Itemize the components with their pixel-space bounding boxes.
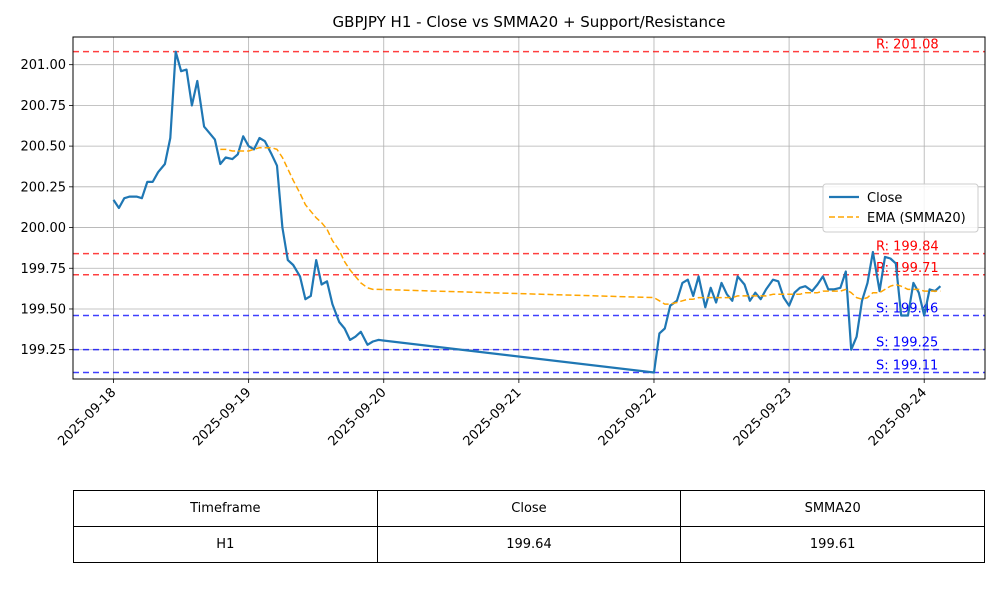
x-tick-label: 2025-09-19 bbox=[190, 385, 254, 449]
close-series-line bbox=[112, 50, 942, 374]
x-tick-label: 2025-09-18 bbox=[55, 385, 119, 449]
y-tick-label: 200.00 bbox=[21, 221, 67, 236]
y-tick-label: 199.75 bbox=[21, 262, 67, 277]
plot-frame bbox=[72, 36, 986, 380]
header-close: Close bbox=[376, 490, 682, 527]
y-tick-label: 200.25 bbox=[21, 180, 67, 195]
chart: GBPJPY H1 - Close vs SMMA20 + Support/Re… bbox=[21, 13, 986, 449]
table-header-row: Timeframe Close SMMA20 bbox=[73, 490, 985, 527]
x-axis: 2025-09-18 2025-09-19 2025-09-20 2025-09-21… bbox=[55, 379, 930, 449]
legend-close-label: Close bbox=[867, 191, 902, 206]
header-smma20: SMMA20 bbox=[680, 490, 985, 527]
support-resistance-levels: R: 201.08R: 199.84R: 199.71S: 199.46S: 1… bbox=[73, 38, 985, 373]
x-tick-label: 2025-09-21 bbox=[461, 385, 525, 449]
header-timeframe: Timeframe bbox=[73, 490, 378, 527]
legend: Close EMA (SMMA20) bbox=[822, 183, 979, 233]
series-lines bbox=[112, 50, 942, 374]
chart-title: GBPJPY H1 - Close vs SMMA20 + Support/Re… bbox=[333, 13, 726, 31]
x-tick-label: 2025-09-24 bbox=[866, 385, 930, 449]
table-row: H1 199.64 199.61 bbox=[73, 526, 985, 563]
y-tick-label: 200.50 bbox=[21, 140, 67, 155]
support-label: S: 199.25 bbox=[876, 336, 938, 351]
y-axis: 199.25 199.50 199.75 200.00 200.25 200.50 200.… bbox=[21, 58, 73, 358]
x-tick-label: 2025-09-23 bbox=[731, 385, 795, 449]
resistance-label: R: 201.08 bbox=[876, 38, 939, 53]
resistance-label: R: 199.71 bbox=[876, 261, 939, 276]
x-tick-label: 2025-09-22 bbox=[596, 385, 660, 449]
x-tick-label: 2025-09-20 bbox=[326, 385, 390, 449]
y-tick-label: 201.00 bbox=[21, 58, 67, 73]
cell-timeframe: H1 bbox=[73, 526, 378, 563]
legend-box bbox=[822, 183, 979, 233]
smma20-series-line bbox=[220, 146, 941, 305]
y-tick-label: 199.25 bbox=[21, 343, 67, 358]
summary-table: Timeframe Close SMMA20 H1 199.64 199.61 bbox=[73, 490, 985, 563]
y-tick-label: 200.75 bbox=[21, 99, 67, 114]
cell-close: 199.64 bbox=[376, 526, 682, 563]
y-tick-label: 199.50 bbox=[21, 302, 67, 317]
grid bbox=[73, 37, 985, 379]
resistance-label: R: 199.84 bbox=[876, 240, 939, 255]
legend-smma-label: EMA (SMMA20) bbox=[867, 211, 966, 226]
support-label: S: 199.11 bbox=[876, 358, 938, 373]
cell-smma20: 199.61 bbox=[680, 526, 985, 563]
